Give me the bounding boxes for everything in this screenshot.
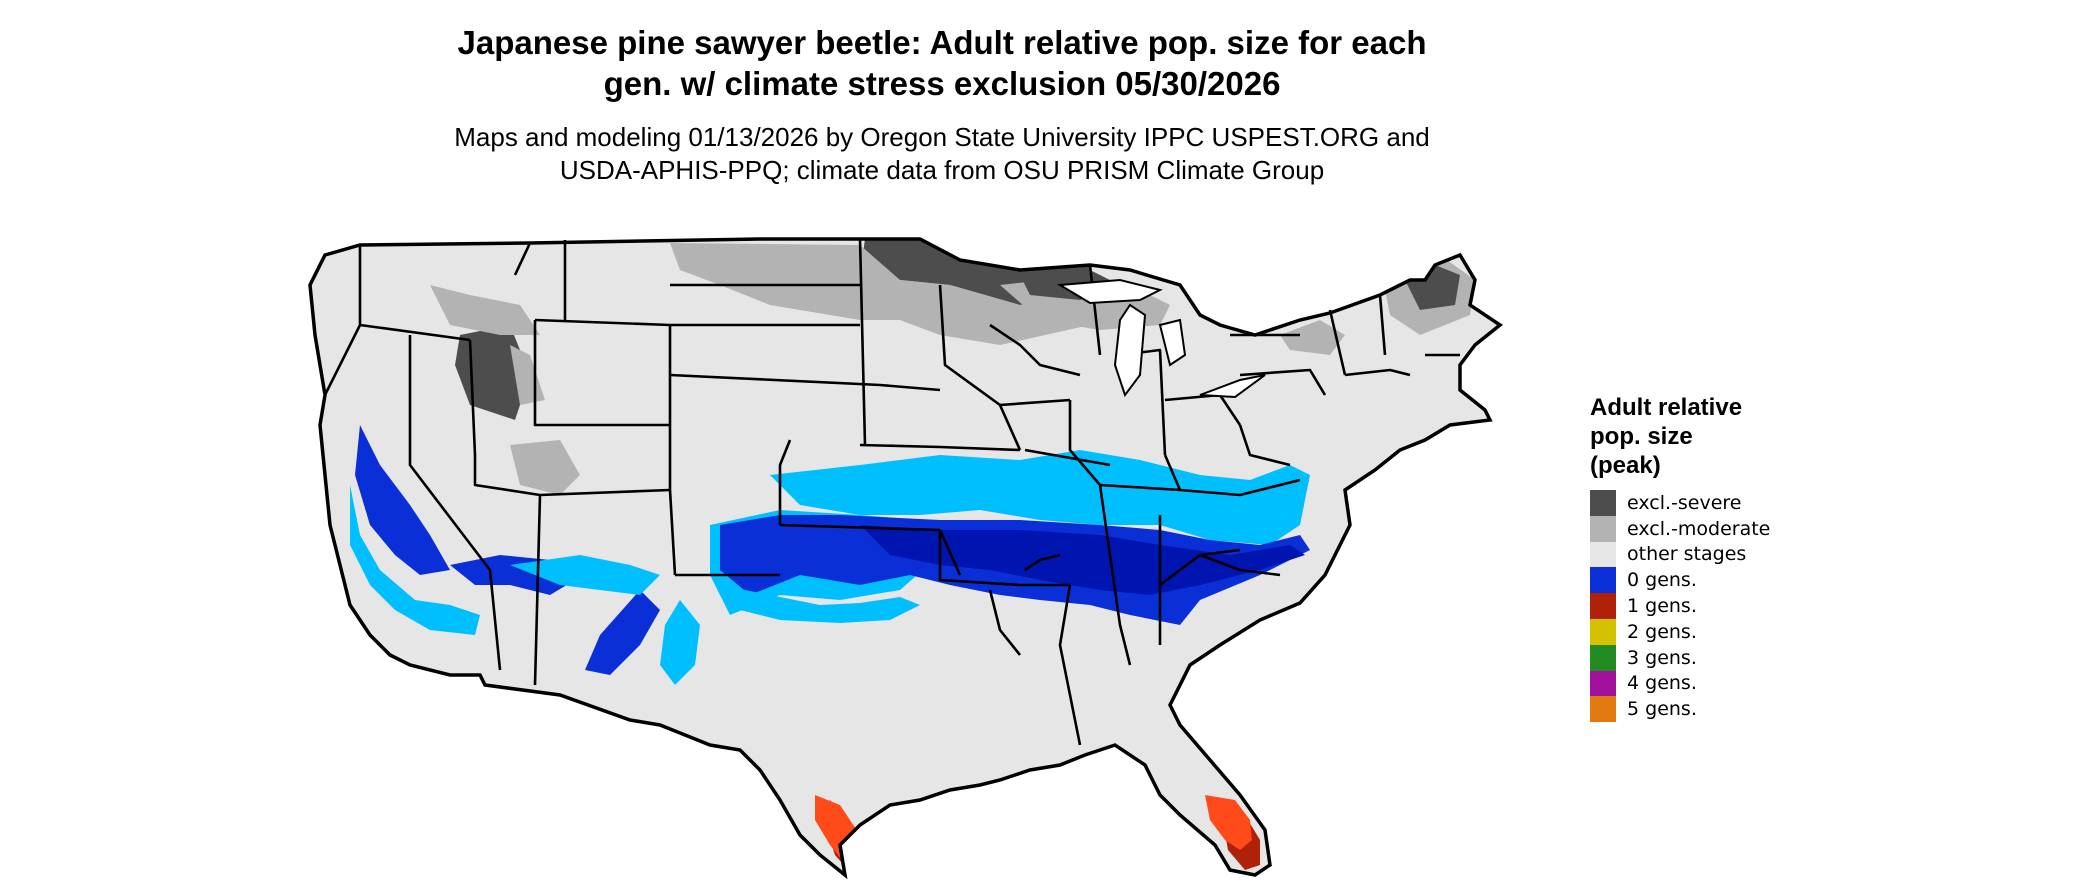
legend-label: excl.-moderate [1627,517,1771,540]
state-border [1099,478,1301,497]
legend-item: 1 gens. [1590,593,1770,619]
map-subtitle-line-1: Maps and modeling 01/13/2026 by Oregon S… [454,122,1430,152]
us-outline [308,237,1503,880]
legend-title-line-3: (peak) [1590,452,1661,479]
state-border [1238,424,1291,467]
light-blue-region [350,485,480,635]
legend-label: other stages [1627,543,1747,566]
state-border [1024,553,1061,572]
mid-blue-region [585,590,660,675]
state-border [668,489,677,576]
state-border [1239,368,1327,396]
legend-label: 2 gens. [1627,620,1697,643]
map-subtitle: Maps and modeling 01/13/2026 by Oregon S… [0,121,1884,187]
map-legend: Adult relative pop. size (peak) excl.-se… [1590,393,1771,723]
legend-swatch [1590,696,1616,723]
us-state-borders [323,238,1460,746]
state-border [669,373,881,387]
light-blue-region [510,555,660,595]
map-title: Japanese pine sawyer beetle: Adult relat… [0,22,1884,104]
state-border [539,488,671,497]
legend-label: 3 gens. [1627,646,1697,669]
light-blue-region [770,450,1310,545]
state-border [1199,553,1281,577]
state-border [879,383,941,392]
state-border [938,530,1070,587]
state-border [938,529,962,576]
light-blue-region [660,600,700,685]
state-border [1328,309,1347,376]
state-border [1344,368,1411,377]
legend-items: excl.-severe excl.-moderate other stages 0 … [1590,490,1771,723]
legend-label: 0 gens. [1627,569,1697,592]
legend-item: 2 gens. [1590,618,1770,645]
legend-title-line-1: Adult relative [1590,394,1743,421]
state-border [408,335,492,571]
state-border [988,589,1022,656]
moderate-exclusion-region [430,285,540,335]
orange-red-region [1205,795,1252,850]
state-border [1088,264,1102,356]
state-border [468,339,477,456]
moderate-exclusion-region [670,243,1090,345]
state-border [1098,484,1132,666]
legend-swatch [1590,670,1616,697]
state-border [1378,294,1387,356]
legend-item: 4 gens. [1590,670,1770,697]
legend-item: other stages [1590,541,1770,568]
legend-swatch [1590,644,1616,671]
legend-swatch [1590,515,1616,542]
state-border [858,238,867,446]
legend-item: excl.-moderate [1590,515,1771,542]
moderate-exclusion-region [510,440,580,495]
legend-title-line-2: pop. size [1590,423,1693,450]
legend-item: excl.-severe [1590,490,1770,516]
legend-swatch [1590,593,1616,619]
legend-label: 1 gens. [1627,595,1697,618]
lake-superior [1056,278,1163,305]
dark-blue-region [860,525,1305,595]
legend-swatch [1590,618,1616,645]
state-border [1058,584,1082,746]
moderate-exclusion-region [1280,320,1345,355]
state-border [1068,400,1101,486]
legend-label: excl.-severe [1627,491,1742,514]
state-border [859,443,1021,452]
lake-erie [1199,374,1266,399]
map-regions [350,239,1475,870]
legend-title: Adult relative pop. size (peak) [1590,393,1770,480]
state-border [488,569,502,671]
state-border [513,242,532,276]
legend-label: 4 gens. [1627,672,1697,695]
us-map [308,237,1503,880]
state-border [359,323,471,342]
state-border [533,494,542,686]
lake-huron [1158,318,1187,367]
state-border [1024,448,1111,467]
state-border [999,398,1071,407]
legend-swatch [1590,567,1616,594]
legend-swatch [1590,490,1616,516]
state-border [1163,454,1182,491]
map-title-line-2: gen. w/ climate stress exclusion 05/30/2… [603,65,1281,102]
map-title-line-1: Japanese pine sawyer beetle: Adult relat… [457,24,1427,61]
legend-label: 5 gens. [1627,698,1697,721]
mid-blue-region [355,425,450,575]
legend-swatch [1590,541,1616,568]
light-blue-region [720,585,920,623]
lake-michigan [1113,303,1147,398]
state-border [473,455,541,497]
state-border [778,439,792,525]
map-subtitle-line-2: USDA-APHIS-PPQ; climate data from OSU PR… [559,155,1325,185]
legend-item: 0 gens. [1590,567,1770,594]
legend-item: 3 gens. [1590,644,1770,671]
state-border [779,523,941,532]
state-border [938,284,1022,451]
state-border [533,320,670,427]
legend-item: 5 gens. [1590,696,1770,723]
state-border [989,323,1081,377]
